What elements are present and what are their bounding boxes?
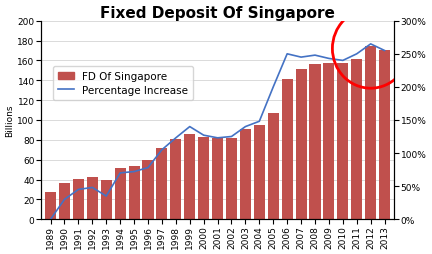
Bar bbox=[128, 166, 140, 219]
Bar bbox=[365, 46, 376, 219]
Bar bbox=[268, 114, 279, 219]
Bar bbox=[198, 137, 209, 219]
Bar bbox=[240, 129, 251, 219]
Bar bbox=[351, 60, 362, 219]
Bar bbox=[170, 139, 181, 219]
Title: Fixed Deposit Of Singapore: Fixed Deposit Of Singapore bbox=[100, 6, 335, 21]
Legend: FD Of Singapore, Percentage Increase: FD Of Singapore, Percentage Increase bbox=[53, 66, 194, 101]
Bar bbox=[101, 180, 112, 219]
Bar bbox=[337, 64, 348, 219]
Bar bbox=[59, 184, 70, 219]
Bar bbox=[254, 125, 265, 219]
Y-axis label: Billions: Billions bbox=[6, 104, 15, 137]
Bar bbox=[73, 179, 84, 219]
Bar bbox=[323, 64, 334, 219]
Bar bbox=[282, 80, 293, 219]
Bar bbox=[184, 134, 195, 219]
Bar bbox=[212, 138, 223, 219]
Bar bbox=[156, 148, 168, 219]
Bar bbox=[226, 138, 237, 219]
Bar bbox=[295, 70, 307, 219]
Bar bbox=[87, 177, 98, 219]
Bar bbox=[143, 160, 153, 219]
Bar bbox=[309, 65, 321, 219]
Bar bbox=[114, 168, 126, 219]
Bar bbox=[379, 51, 390, 219]
Bar bbox=[45, 193, 56, 219]
